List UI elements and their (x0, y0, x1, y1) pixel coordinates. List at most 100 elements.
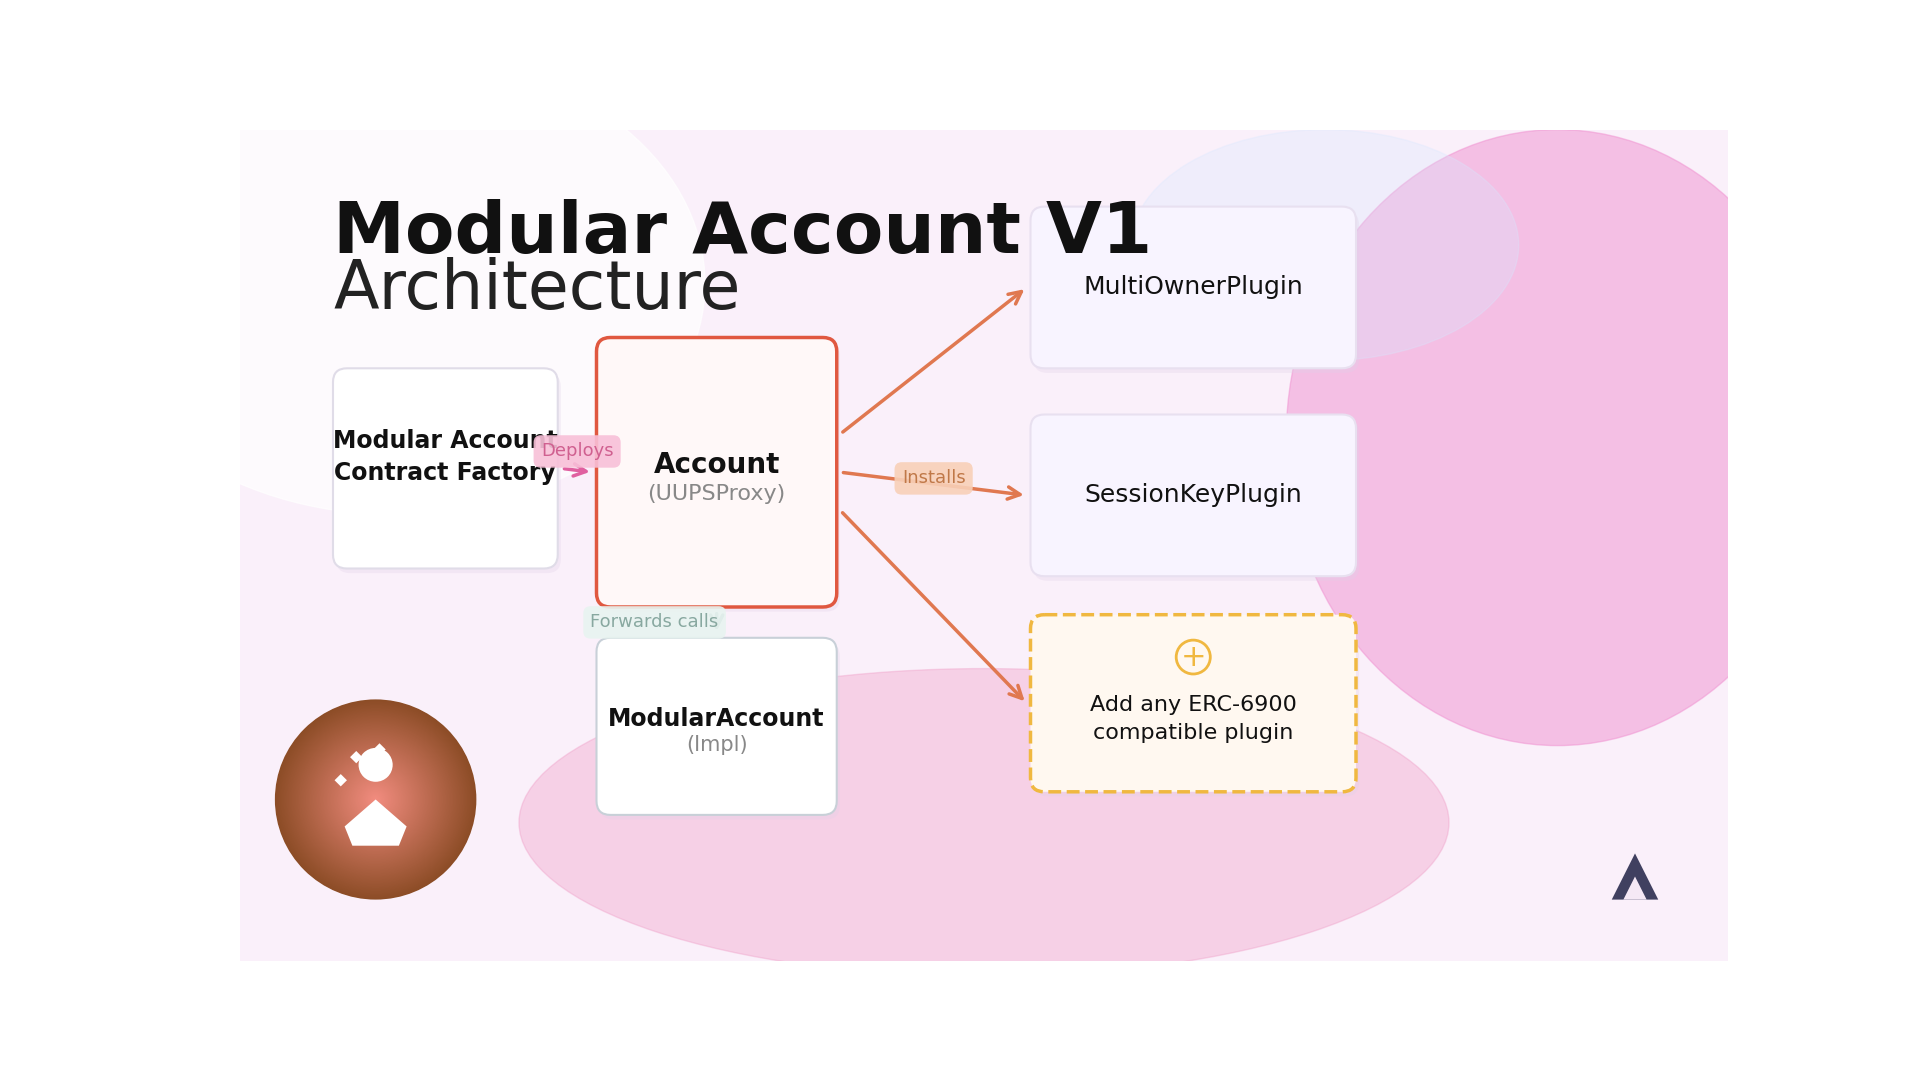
Circle shape (372, 796, 378, 802)
Circle shape (353, 778, 397, 821)
Circle shape (309, 734, 442, 865)
FancyBboxPatch shape (599, 342, 839, 611)
Circle shape (300, 724, 451, 875)
Circle shape (294, 718, 457, 880)
Circle shape (367, 791, 384, 809)
Circle shape (340, 765, 411, 834)
Circle shape (330, 754, 420, 845)
Circle shape (303, 727, 449, 872)
Circle shape (284, 708, 467, 890)
Text: ModularAccount: ModularAccount (609, 706, 826, 731)
Circle shape (323, 747, 428, 852)
Circle shape (371, 795, 380, 805)
Circle shape (369, 794, 382, 806)
Circle shape (336, 760, 415, 839)
FancyBboxPatch shape (1033, 619, 1359, 796)
Polygon shape (344, 799, 407, 846)
Circle shape (315, 740, 436, 860)
Circle shape (344, 767, 409, 832)
Circle shape (324, 748, 426, 850)
Circle shape (351, 775, 399, 823)
Circle shape (288, 713, 463, 886)
Circle shape (290, 714, 461, 885)
Circle shape (276, 702, 474, 897)
Circle shape (298, 723, 453, 877)
Text: Add any ERC-6900
compatible plugin: Add any ERC-6900 compatible plugin (1091, 694, 1296, 743)
Circle shape (324, 748, 428, 851)
Circle shape (317, 742, 434, 858)
Circle shape (303, 728, 447, 872)
Circle shape (298, 721, 453, 877)
Text: +: + (1181, 643, 1206, 672)
Circle shape (349, 772, 403, 826)
Circle shape (344, 769, 407, 831)
Circle shape (348, 771, 405, 828)
Circle shape (276, 701, 474, 899)
Circle shape (328, 754, 422, 846)
Circle shape (336, 759, 417, 839)
Circle shape (342, 767, 409, 833)
FancyBboxPatch shape (599, 643, 839, 820)
Circle shape (355, 780, 396, 820)
FancyBboxPatch shape (1033, 212, 1359, 373)
Circle shape (288, 712, 465, 888)
Circle shape (284, 710, 467, 890)
Circle shape (369, 793, 382, 807)
FancyBboxPatch shape (336, 373, 561, 573)
Circle shape (296, 721, 455, 878)
Circle shape (280, 705, 470, 894)
Circle shape (282, 707, 468, 892)
Circle shape (357, 781, 394, 818)
Circle shape (321, 745, 430, 854)
Circle shape (294, 718, 457, 881)
Circle shape (334, 758, 417, 841)
Circle shape (365, 789, 386, 810)
Circle shape (300, 724, 453, 876)
Circle shape (311, 735, 440, 863)
Text: Installs: Installs (902, 470, 966, 487)
Polygon shape (1611, 853, 1659, 900)
Circle shape (372, 797, 378, 801)
Circle shape (371, 794, 380, 805)
Circle shape (301, 726, 449, 874)
Circle shape (282, 706, 468, 893)
Circle shape (342, 766, 409, 834)
Circle shape (275, 700, 476, 900)
Text: SessionKeyPlugin: SessionKeyPlugin (1085, 484, 1302, 508)
Circle shape (363, 787, 388, 812)
Circle shape (328, 752, 424, 847)
Circle shape (313, 738, 438, 861)
FancyBboxPatch shape (597, 337, 837, 607)
Circle shape (278, 702, 472, 896)
Text: Modular Account
Contract Factory: Modular Account Contract Factory (332, 429, 557, 485)
Circle shape (363, 786, 388, 812)
Circle shape (284, 707, 468, 891)
Circle shape (315, 739, 438, 861)
Circle shape (286, 711, 465, 888)
Circle shape (365, 788, 386, 810)
Ellipse shape (1131, 130, 1519, 361)
Circle shape (309, 733, 442, 866)
Circle shape (344, 768, 407, 832)
Circle shape (348, 772, 403, 827)
Circle shape (359, 783, 394, 816)
FancyBboxPatch shape (332, 368, 557, 568)
Circle shape (357, 780, 396, 819)
Circle shape (332, 756, 420, 843)
Circle shape (338, 762, 413, 836)
Circle shape (317, 741, 434, 858)
Circle shape (292, 717, 459, 882)
Circle shape (321, 744, 432, 855)
Circle shape (369, 792, 384, 807)
Circle shape (317, 740, 436, 859)
Circle shape (346, 769, 405, 829)
Polygon shape (334, 774, 348, 786)
Circle shape (353, 778, 397, 822)
Circle shape (311, 734, 442, 864)
Circle shape (367, 791, 384, 808)
Ellipse shape (518, 669, 1450, 976)
Circle shape (340, 764, 411, 835)
Text: Forwards calls: Forwards calls (591, 613, 718, 632)
Circle shape (359, 783, 392, 815)
Text: (Impl): (Impl) (685, 734, 747, 755)
